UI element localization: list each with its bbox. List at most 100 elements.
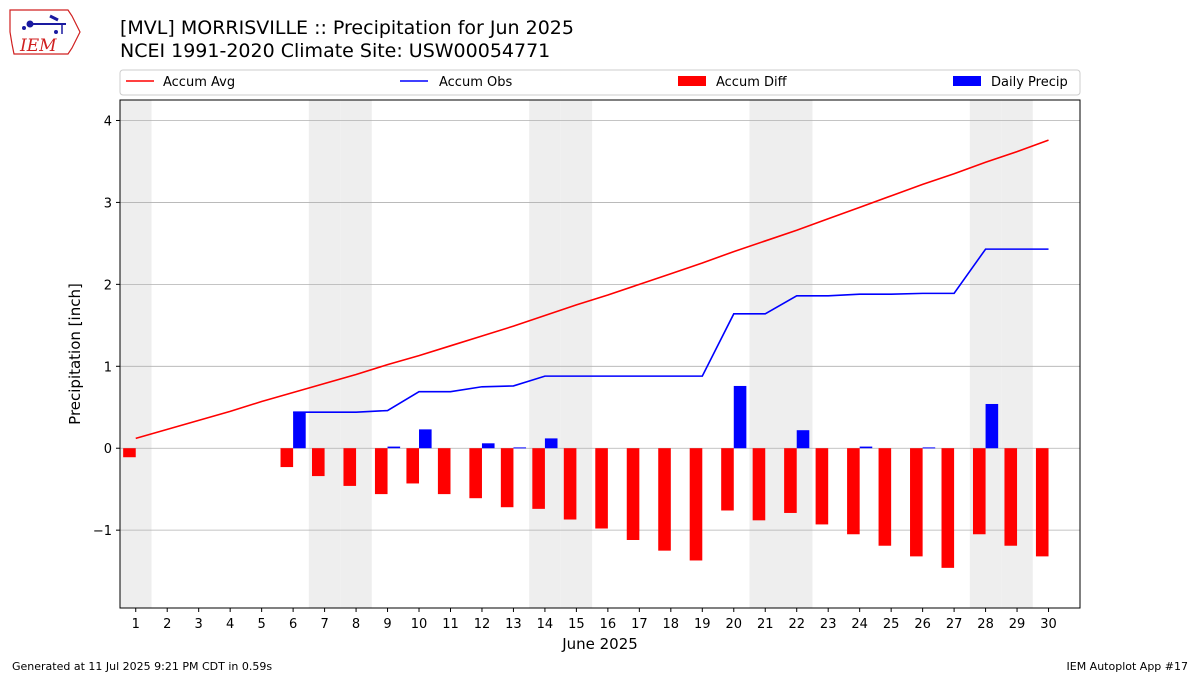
accum-diff-bar <box>123 448 136 458</box>
weekend-band <box>749 100 781 608</box>
x-tick-label: 28 <box>977 617 994 632</box>
y-tick-label: 0 <box>104 442 112 457</box>
weekend-shading <box>120 100 1033 608</box>
weekend-band <box>308 100 341 608</box>
weekend-band <box>529 100 561 608</box>
accum-diff-bar <box>343 448 357 486</box>
y-axis-ticks: −1 0 1 2 3 4 <box>93 114 120 539</box>
iem-logo: IEM <box>9 9 81 56</box>
bars <box>123 385 1049 568</box>
x-tick-label: 23 <box>820 617 837 632</box>
x-tick-label: 7 <box>320 617 328 632</box>
accum-diff-bar <box>784 448 797 513</box>
y-tick-label: 3 <box>104 196 112 211</box>
x-tick-label: 6 <box>289 617 297 632</box>
accum-diff-bar <box>941 448 955 568</box>
x-tick-label: 20 <box>725 617 742 632</box>
x-tick-label: 22 <box>788 617 805 632</box>
x-axis-ticks: 1 2 3 4 5 6 7 8 9 10 11 12 13 14 15 16 17 18 19 20 21 22 23 24 2… <box>132 608 1057 632</box>
x-tick-label: 8 <box>352 617 360 632</box>
x-tick-label: 30 <box>1040 617 1057 632</box>
x-tick-label: 9 <box>383 617 391 632</box>
accum-diff-bar <box>280 448 294 468</box>
weather-station-icon <box>22 14 66 34</box>
accum-diff-bar <box>437 448 451 495</box>
daily-precip-bar <box>859 446 873 449</box>
weekend-band <box>560 100 593 608</box>
legend: Accum Avg Accum Obs Accum Diff Daily Pre… <box>119 69 1081 96</box>
legend-label-accum-avg: Accum Avg <box>163 75 235 90</box>
daily-precip-bar <box>796 430 810 449</box>
accum-diff-bar <box>595 448 608 529</box>
accum-diff-bar <box>847 448 860 535</box>
x-axis-label: June 2025 <box>561 635 638 653</box>
x-tick-label: 29 <box>1009 617 1026 632</box>
weekend-band <box>340 100 372 608</box>
x-tick-label: 11 <box>442 617 459 632</box>
accum-diff-bar <box>532 448 545 509</box>
lines <box>135 139 1049 440</box>
daily-precip-bar <box>513 447 527 449</box>
accum-diff-bar <box>500 448 514 508</box>
x-tick-label: 21 <box>757 617 774 632</box>
daily-precip-bar <box>544 438 558 449</box>
daily-precip-bar <box>419 429 432 449</box>
accum-diff-bar <box>658 448 671 551</box>
accum-diff-bar <box>689 448 703 561</box>
accum-diff-bar <box>406 448 420 484</box>
x-tick-label: 26 <box>914 617 931 632</box>
x-tick-label: 10 <box>411 617 428 632</box>
x-tick-label: 27 <box>946 617 963 632</box>
legend-label-daily-precip: Daily Precip <box>991 75 1068 90</box>
daily-precip-bar <box>985 403 999 449</box>
accum-diff-bar <box>721 448 734 511</box>
iowa-outline-icon <box>9 9 81 55</box>
legend-swatch-accum-diff <box>678 76 706 86</box>
y-tick-label: 1 <box>104 360 112 375</box>
x-tick-label: 18 <box>663 617 680 632</box>
footer-app: IEM Autoplot App #17 <box>1066 660 1189 673</box>
accum-diff-bar <box>1004 448 1018 546</box>
chart-subtitle: NCEI 1991-2020 Climate Site: USW00054771 <box>120 40 551 62</box>
accum-diff-bar <box>972 448 986 535</box>
x-tick-label: 5 <box>257 617 265 632</box>
accum-obs-line <box>293 248 1049 413</box>
plot-frame <box>119 99 1081 609</box>
x-tick-label: 4 <box>226 617 234 632</box>
daily-precip-bar <box>293 412 306 449</box>
y-tick-label: −1 <box>93 524 112 539</box>
accum-diff-bar <box>1035 448 1049 557</box>
accum-diff-bar <box>910 448 923 557</box>
x-tick-label: 2 <box>163 617 171 632</box>
legend-frame <box>119 69 1081 96</box>
x-tick-label: 16 <box>600 617 617 632</box>
daily-precip-bar <box>387 446 401 449</box>
daily-precip-bar <box>733 385 747 449</box>
x-tick-label: 19 <box>694 617 711 632</box>
x-tick-label: 14 <box>537 617 554 632</box>
accum-diff-bar <box>374 448 388 495</box>
footer-generated: Generated at 11 Jul 2025 9:21 PM CDT in … <box>12 660 273 673</box>
accum-diff-bar <box>312 448 325 477</box>
x-tick-label: 1 <box>132 617 140 632</box>
y-tick-label: 2 <box>104 278 112 293</box>
accum-diff-bar <box>563 448 577 520</box>
y-axis-label: Precipitation [inch] <box>66 283 84 425</box>
daily-precip-bar <box>922 447 936 449</box>
x-tick-label: 24 <box>851 617 868 632</box>
accum-diff-bar <box>752 448 766 521</box>
logo-text: IEM <box>19 36 57 56</box>
accum-avg-line <box>135 139 1049 440</box>
x-tick-label: 15 <box>568 617 585 632</box>
y-tick-label: 4 <box>104 114 112 129</box>
daily-precip-bar <box>481 443 495 449</box>
accum-diff-bar <box>469 448 482 499</box>
x-tick-label: 13 <box>505 617 522 632</box>
chart-title: [MVL] MORRISVILLE :: Precipitation for J… <box>120 17 574 39</box>
x-tick-label: 25 <box>883 617 900 632</box>
accum-diff-bar <box>815 448 829 525</box>
weekend-band <box>780 100 813 608</box>
x-tick-label: 12 <box>474 617 491 632</box>
legend-label-accum-diff: Accum Diff <box>716 75 788 90</box>
